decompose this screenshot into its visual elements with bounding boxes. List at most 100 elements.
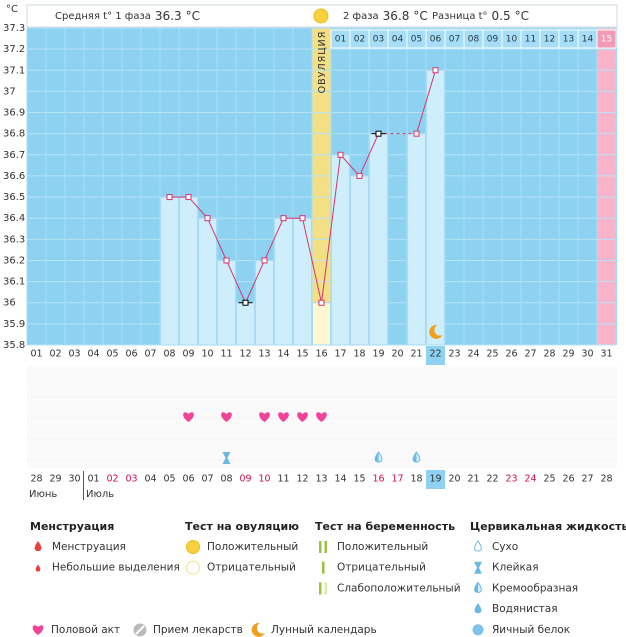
y-tick-label: 36.1	[3, 277, 25, 288]
legend-icon	[34, 541, 42, 551]
legend-item: Прием лекарств	[153, 624, 243, 636]
date-label: 24	[524, 474, 536, 485]
today-highlight	[426, 346, 445, 365]
bar	[293, 217, 312, 346]
x-tick-label: 27	[524, 349, 536, 360]
date-label: 08	[220, 474, 232, 485]
legend-item: Небольшие выделения	[52, 562, 180, 574]
phase2-day-label: 02	[354, 35, 365, 45]
legend-icon	[474, 540, 482, 552]
y-tick-label: 36.2	[3, 255, 25, 266]
bar	[426, 69, 445, 346]
bar	[350, 175, 369, 346]
date-label: 18	[410, 474, 422, 485]
date-label: 26	[562, 474, 574, 485]
date-label: 28	[600, 474, 612, 485]
legend-item: Сухо	[492, 541, 518, 553]
sex-icon	[183, 412, 194, 422]
moon-icon	[429, 324, 443, 339]
legend-icon	[135, 625, 145, 635]
x-tick-label: 18	[353, 349, 365, 360]
temperature-point	[185, 194, 192, 201]
date-label: 22	[486, 474, 498, 485]
temperature-point	[242, 299, 249, 306]
date-label: 16	[372, 474, 384, 485]
phase2-value: 36.8	[383, 9, 410, 23]
cervical-icon-fill	[413, 452, 417, 462]
y-axis-label: °C	[6, 4, 18, 15]
x-tick-label: 04	[87, 349, 99, 360]
temperature-point	[204, 215, 211, 222]
legend-icon	[32, 625, 44, 635]
legend-icon	[35, 564, 41, 572]
bar	[217, 259, 236, 346]
legend-icon	[324, 582, 327, 595]
x-tick-label: 08	[163, 349, 175, 360]
legend-title: Тест на беременность	[315, 520, 455, 533]
temperature-point	[318, 299, 325, 306]
phase2-label: 2 фаза	[343, 11, 379, 22]
date-label: 14	[334, 474, 346, 485]
diff-unit: °C	[515, 9, 529, 23]
date-label: 12	[296, 474, 308, 485]
temperature-point	[280, 215, 287, 222]
sex-icon	[221, 412, 232, 422]
phase2-day-label: 04	[392, 35, 404, 45]
bar	[407, 133, 426, 346]
legend-icon	[322, 561, 325, 574]
month-label: Июнь	[29, 489, 57, 500]
x-tick-label: 05	[106, 349, 118, 360]
pink-column	[597, 28, 616, 345]
phase2-day-label: 14	[582, 35, 594, 45]
date-label: 04	[144, 474, 156, 485]
today-date-highlight	[426, 470, 445, 489]
phase2-day-label: 09	[487, 35, 499, 45]
date-label: 01	[87, 474, 99, 485]
y-tick-label: 36.7	[3, 150, 25, 161]
phase2-day-label: 03	[373, 35, 384, 45]
date-label: 05	[163, 474, 175, 485]
date-label: 17	[391, 474, 403, 485]
date-label: 19	[429, 474, 441, 485]
date-label: 06	[182, 474, 194, 485]
x-tick-label: 07	[144, 349, 156, 360]
x-tick-label: 14	[277, 349, 289, 360]
x-tick-label: 02	[49, 349, 61, 360]
x-tick-label: 19	[372, 349, 384, 360]
x-tick-label: 22	[429, 349, 441, 360]
x-tick-label: 31	[600, 349, 612, 360]
x-tick-label: 25	[486, 349, 498, 360]
sex-icon	[297, 412, 308, 422]
x-tick-label: 15	[296, 349, 308, 360]
phase2-day-label: 12	[544, 35, 555, 45]
y-tick-label: 36.8	[3, 129, 25, 140]
legend-icon	[319, 582, 322, 595]
ovulation-label: ОВУЛЯЦИЯ	[317, 31, 328, 94]
date-label: 13	[315, 474, 327, 485]
date-label: 27	[581, 474, 593, 485]
x-tick-label: 28	[543, 349, 555, 360]
date-label: 25	[543, 474, 555, 485]
temperature-line	[169, 70, 436, 304]
phase2-unit: °C	[413, 9, 427, 23]
date-label: 11	[277, 474, 289, 485]
x-tick-label: 23	[448, 349, 460, 360]
temperature-point	[413, 130, 420, 137]
date-label: 09	[239, 474, 251, 485]
x-tick-label: 12	[239, 349, 251, 360]
x-tick-label: 21	[410, 349, 422, 360]
legend-item: Яичный белок	[492, 624, 570, 636]
cervical-icon	[222, 452, 231, 464]
x-tick-label: 20	[391, 349, 403, 360]
y-tick-label: 36	[3, 298, 16, 309]
temperature-point	[166, 194, 173, 201]
legend-title: Тест на овуляцию	[185, 520, 299, 533]
legend-title: Менструация	[30, 520, 114, 533]
legend-item: Половой акт	[51, 624, 120, 636]
legend-item: Водянистая	[492, 603, 558, 615]
bar	[331, 154, 350, 346]
phase1-summary: Средняя t° 1 фаза 36.3 °C	[55, 9, 200, 23]
phase2-day-label: 15	[601, 35, 612, 45]
sex-icon	[316, 412, 327, 422]
